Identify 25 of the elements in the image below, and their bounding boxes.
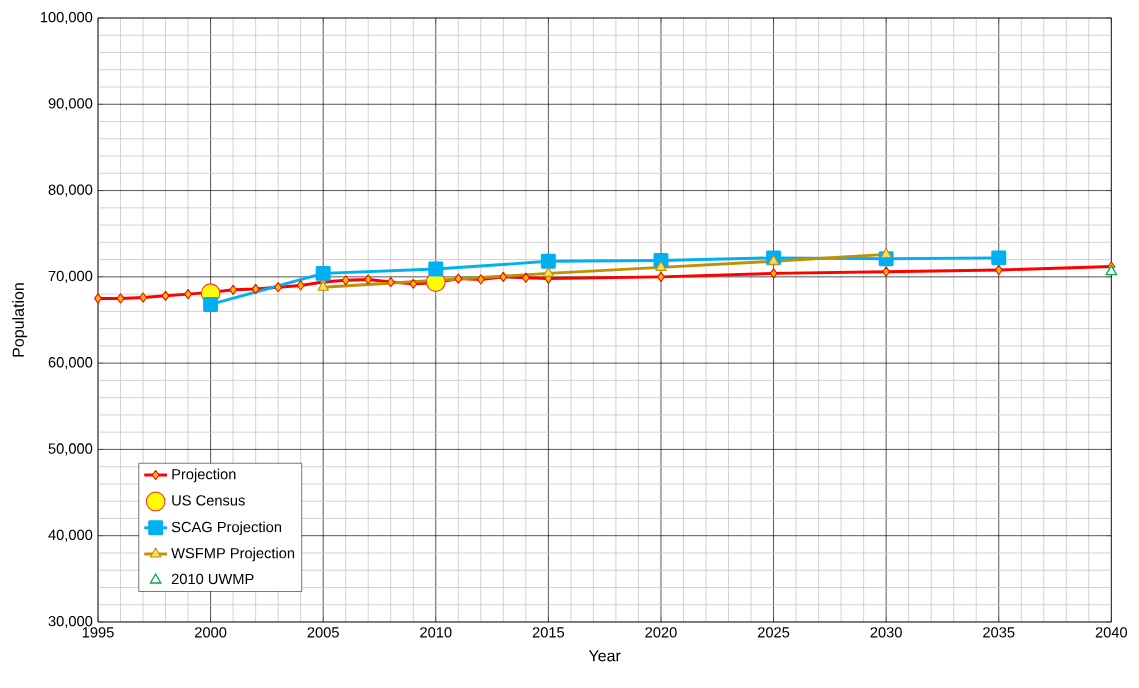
x-tick-label: 2010 <box>420 627 452 638</box>
x-tick-label: 2035 <box>983 627 1015 638</box>
legend-label: WSFMP Projection <box>171 547 295 562</box>
legend-label: US Census <box>172 495 245 506</box>
x-tick-label: 2020 <box>645 627 677 638</box>
y-tick-label: 100,000 <box>40 11 93 25</box>
y-tick-label: 60,000 <box>48 357 93 370</box>
y-tick-label: 30,000 <box>48 615 93 629</box>
legend-label: 2010 UWMP <box>171 573 254 585</box>
x-tick-label: 2005 <box>307 627 339 638</box>
x-tick-label: 1995 <box>82 627 114 638</box>
x-tick-label: 2030 <box>870 627 902 638</box>
y-tick-label: 90,000 <box>48 98 93 111</box>
x-tick-label: 2040 <box>1095 627 1128 638</box>
legend-label: Projection <box>172 468 236 483</box>
x-tick-label: 2025 <box>757 627 790 638</box>
y-tick-label: 40,000 <box>48 529 93 542</box>
x-axis-title: Year <box>588 650 621 662</box>
y-tick-label: 50,000 <box>48 443 93 456</box>
y-axis-title: Population <box>12 283 28 357</box>
y-tick-label: 80,000 <box>48 184 93 197</box>
x-tick-label: 2015 <box>532 627 565 638</box>
legend-label: SCAG Projection <box>171 521 282 536</box>
x-tick-label: 2000 <box>195 627 227 638</box>
y-tick-label: 70,000 <box>48 270 93 283</box>
